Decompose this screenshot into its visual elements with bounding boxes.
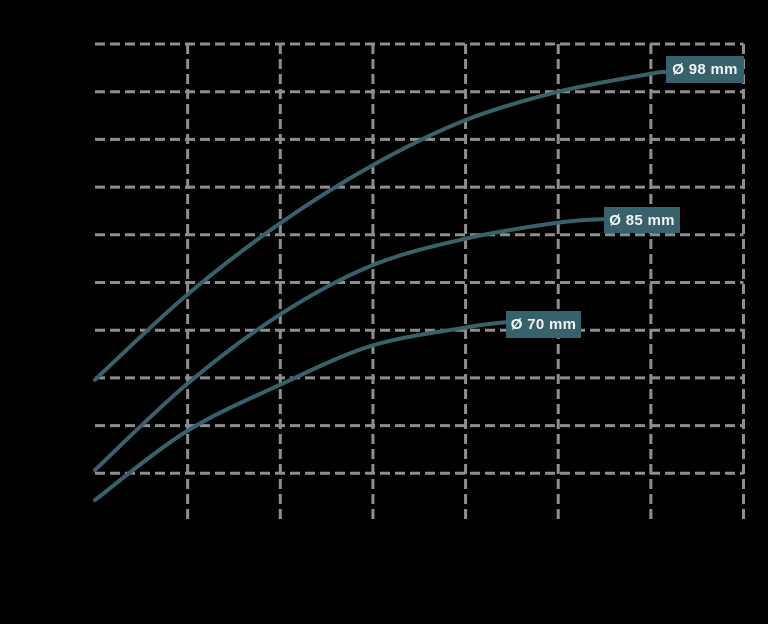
curve-label-70mm: Ø 70 mm (506, 311, 581, 338)
curve-label-85mm: Ø 85 mm (604, 207, 680, 233)
curve-label-98mm: Ø 98 mm (666, 56, 744, 83)
